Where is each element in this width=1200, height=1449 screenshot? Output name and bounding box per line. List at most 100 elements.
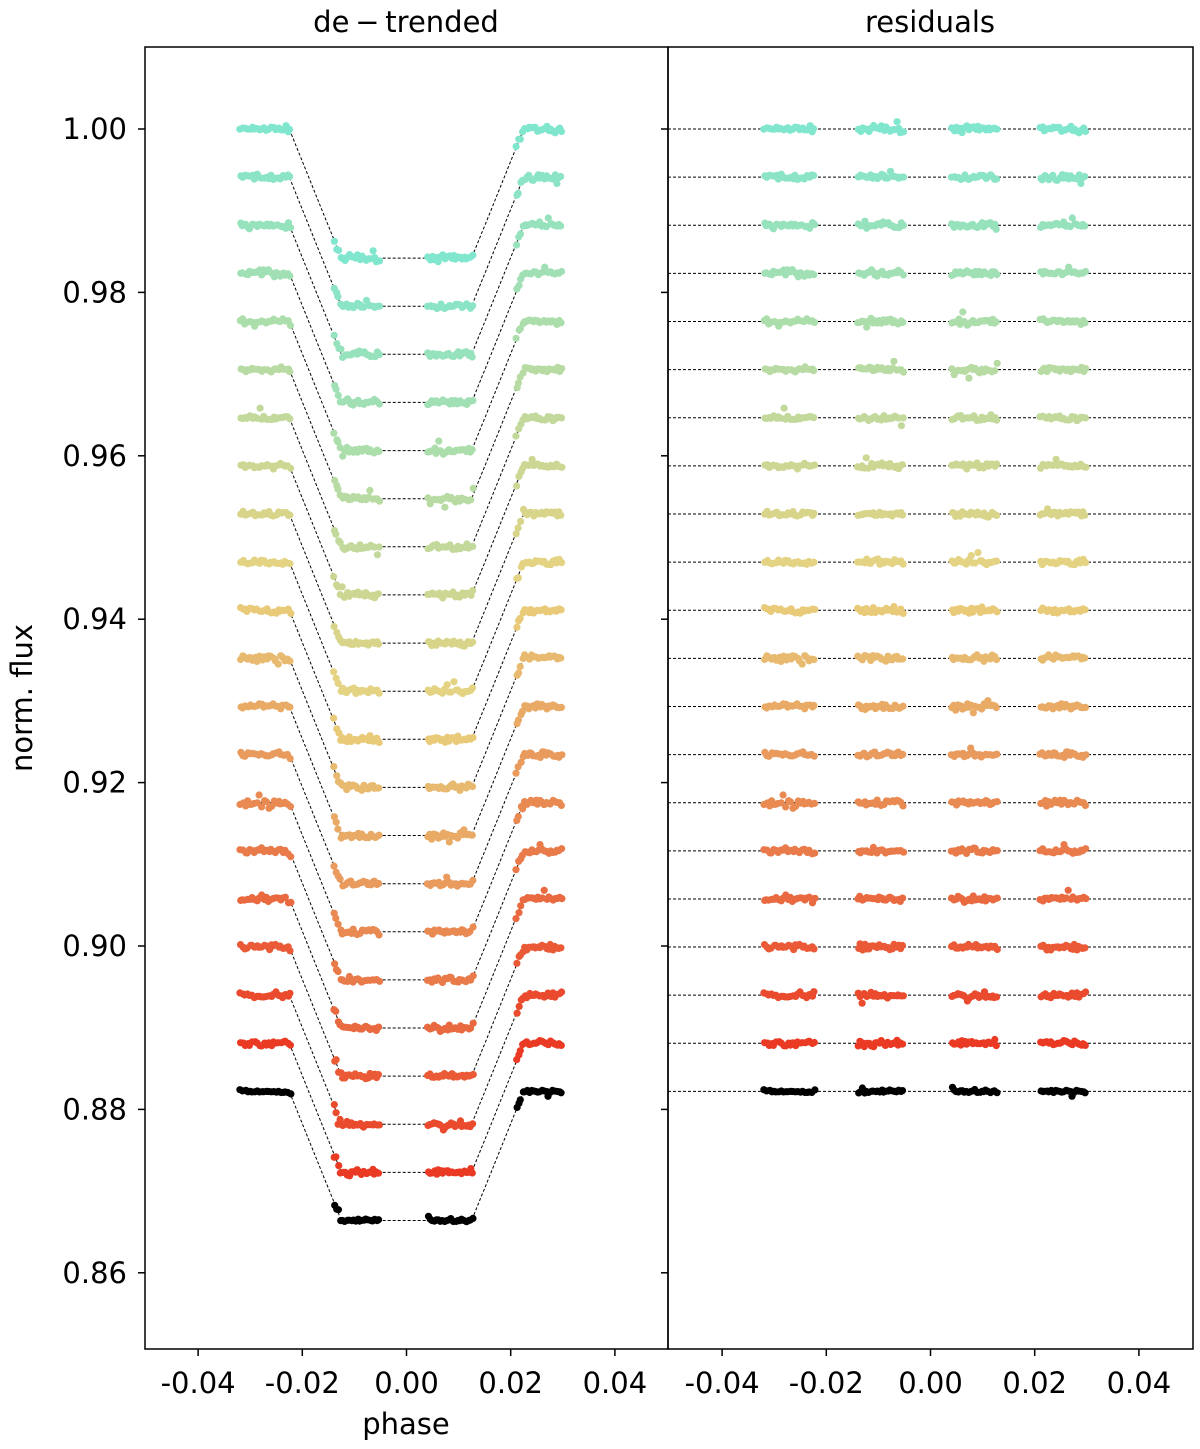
- data-point: [441, 503, 449, 511]
- residual-point: [898, 1040, 907, 1048]
- residual-point: [810, 509, 818, 517]
- residual-point: [862, 454, 870, 462]
- detrended-plot-frame: [144, 46, 669, 1350]
- residual-point: [899, 802, 907, 810]
- data-point: [518, 707, 527, 716]
- residual-point: [992, 318, 1000, 326]
- data-point: [516, 135, 524, 143]
- data-point: [516, 614, 524, 622]
- detrended-y-ticks: 0.86 0.88 0.90 0.92 0.94 0.96 0.98 1.00: [62, 112, 145, 1290]
- residual-point: [993, 894, 1001, 902]
- data-point: [375, 400, 383, 408]
- x-tick-label: 0.00: [374, 1366, 439, 1400]
- data-point: [517, 517, 525, 526]
- y-tick-label: 0.86: [62, 1256, 127, 1290]
- residual-point: [1082, 463, 1090, 471]
- residual-point: [858, 999, 866, 1007]
- residual-point: [899, 128, 908, 136]
- residual-point: [992, 704, 1000, 712]
- data-point: [519, 805, 527, 813]
- residuals-y-ticks: [661, 128, 668, 1274]
- data-point: [375, 1023, 383, 1031]
- x-tick-label: -0.04: [685, 1366, 760, 1400]
- residual-point: [899, 221, 908, 229]
- x-tick-label: 0.04: [583, 1366, 648, 1400]
- data-point: [519, 369, 527, 377]
- residual-point: [899, 655, 907, 663]
- transit-model-line: [239, 417, 563, 548]
- residual-point: [991, 367, 999, 375]
- transit-model-line: [239, 321, 563, 452]
- data-point: [334, 967, 342, 976]
- data-point: [514, 189, 522, 197]
- data-point: [557, 606, 565, 614]
- residual-point: [899, 271, 908, 279]
- residual-point: [810, 558, 818, 566]
- detrended-model-lines: [239, 128, 563, 1221]
- residual-point: [893, 118, 901, 126]
- residual-point: [1081, 414, 1090, 422]
- data-point: [366, 486, 374, 494]
- data-point: [330, 429, 338, 437]
- data-point: [376, 302, 384, 310]
- data-point: [374, 1071, 382, 1079]
- residual-point: [992, 656, 1001, 664]
- data-point: [330, 623, 338, 631]
- data-point: [558, 463, 566, 471]
- residual-point: [1081, 1041, 1089, 1049]
- residual-point: [811, 605, 819, 614]
- y-tick-label: 0.88: [62, 1092, 127, 1126]
- data-point: [333, 772, 341, 780]
- data-point: [469, 397, 477, 405]
- residual-point: [899, 894, 907, 902]
- x-tick-label: -0.02: [265, 1366, 340, 1400]
- residual-point: [974, 549, 982, 557]
- data-point: [515, 909, 523, 917]
- data-point: [331, 960, 339, 968]
- data-point: [516, 1096, 524, 1104]
- data-point: [332, 385, 340, 393]
- residual-point: [1082, 751, 1090, 759]
- data-point: [469, 1019, 477, 1027]
- residual-point: [779, 791, 787, 799]
- residual-point: [811, 461, 819, 469]
- data-point: [287, 898, 295, 907]
- data-point: [286, 703, 294, 711]
- data-point: [369, 247, 377, 255]
- data-point: [557, 944, 565, 952]
- data-point: [374, 1169, 383, 1177]
- residual-point: [811, 1086, 819, 1094]
- data-point: [336, 875, 344, 883]
- data-point: [540, 886, 548, 894]
- data-point: [332, 1109, 340, 1117]
- data-point: [375, 831, 383, 839]
- data-point: [512, 769, 520, 777]
- data-point: [375, 497, 384, 505]
- data-point: [375, 879, 383, 888]
- transit-model-line: [239, 898, 563, 1029]
- data-point: [513, 1009, 521, 1017]
- data-point: [512, 142, 520, 151]
- y-tick-label: 0.90: [62, 929, 127, 963]
- data-point: [443, 681, 451, 689]
- residual-point: [899, 750, 907, 759]
- data-point: [286, 802, 295, 811]
- data-point: [513, 482, 521, 490]
- residual-point: [811, 220, 819, 229]
- residual-point: [899, 992, 908, 1000]
- data-point: [366, 732, 374, 740]
- data-point: [514, 524, 522, 532]
- residual-point: [898, 941, 907, 950]
- data-point: [469, 1120, 477, 1128]
- data-point: [286, 172, 294, 181]
- residual-point: [991, 1035, 999, 1044]
- residual-point: [992, 557, 1001, 565]
- y-tick-label: 1.00: [62, 112, 127, 146]
- data-point: [375, 1121, 383, 1129]
- data-point: [334, 391, 342, 399]
- data-point: [514, 716, 523, 724]
- data-point: [287, 464, 295, 472]
- transit-model-line: [239, 128, 563, 259]
- data-point: [469, 923, 477, 931]
- data-point: [334, 485, 342, 493]
